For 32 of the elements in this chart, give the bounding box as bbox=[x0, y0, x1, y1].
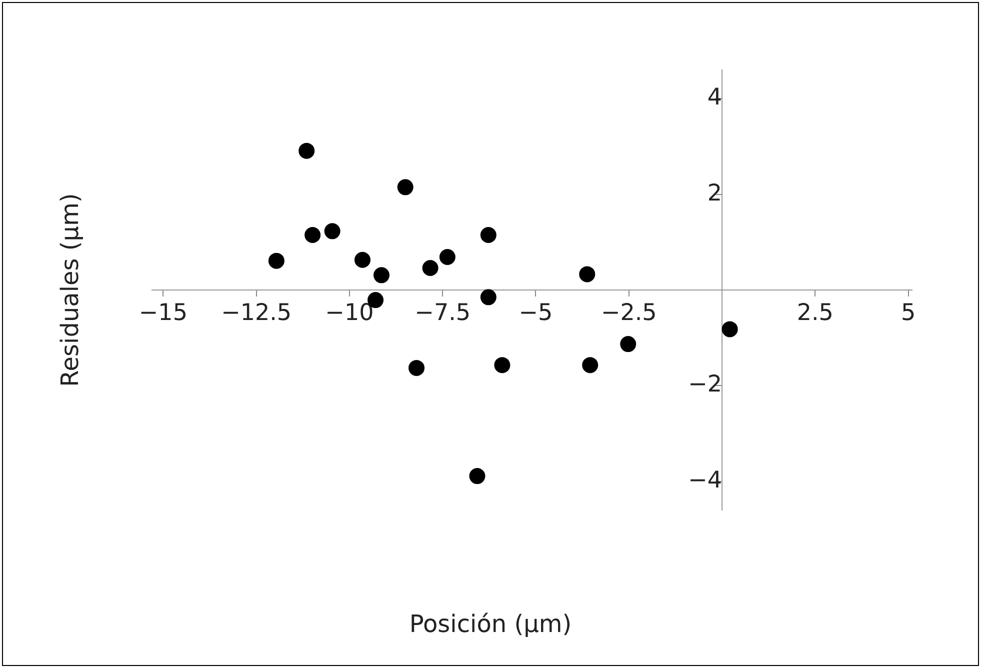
point bbox=[582, 357, 598, 374]
y-tick-label: −2 bbox=[688, 372, 722, 398]
y-tick-label: 2 bbox=[707, 180, 722, 206]
point bbox=[469, 468, 486, 484]
x-tick-label: 5 bbox=[900, 300, 916, 326]
point bbox=[422, 260, 438, 276]
x-tick-label: −12.5 bbox=[221, 300, 292, 326]
point bbox=[408, 360, 425, 376]
point bbox=[354, 252, 370, 268]
point bbox=[304, 227, 321, 243]
point bbox=[480, 289, 496, 306]
x-tick-label: −10 bbox=[325, 300, 374, 326]
point bbox=[268, 252, 284, 269]
point bbox=[439, 249, 456, 265]
x-tick-label: 2.5 bbox=[796, 300, 834, 326]
y-axis-title: Residuales (μm) bbox=[56, 193, 84, 387]
point bbox=[373, 267, 390, 284]
point bbox=[494, 357, 510, 374]
point bbox=[620, 336, 636, 352]
x-tick-label: −2.5 bbox=[600, 300, 657, 326]
x-tick-label: −7.5 bbox=[414, 300, 471, 326]
point bbox=[722, 321, 738, 338]
point bbox=[480, 227, 496, 243]
x-tick-label: −5 bbox=[518, 300, 553, 326]
y-tick-label: 4 bbox=[707, 84, 722, 111]
point bbox=[397, 179, 414, 196]
point bbox=[324, 223, 340, 240]
point bbox=[579, 266, 596, 282]
x-axis-title: Posición (μm) bbox=[408, 610, 573, 638]
point bbox=[298, 142, 315, 159]
x-tick-label: −15 bbox=[138, 300, 188, 326]
y-tick-label: −4 bbox=[688, 467, 722, 494]
